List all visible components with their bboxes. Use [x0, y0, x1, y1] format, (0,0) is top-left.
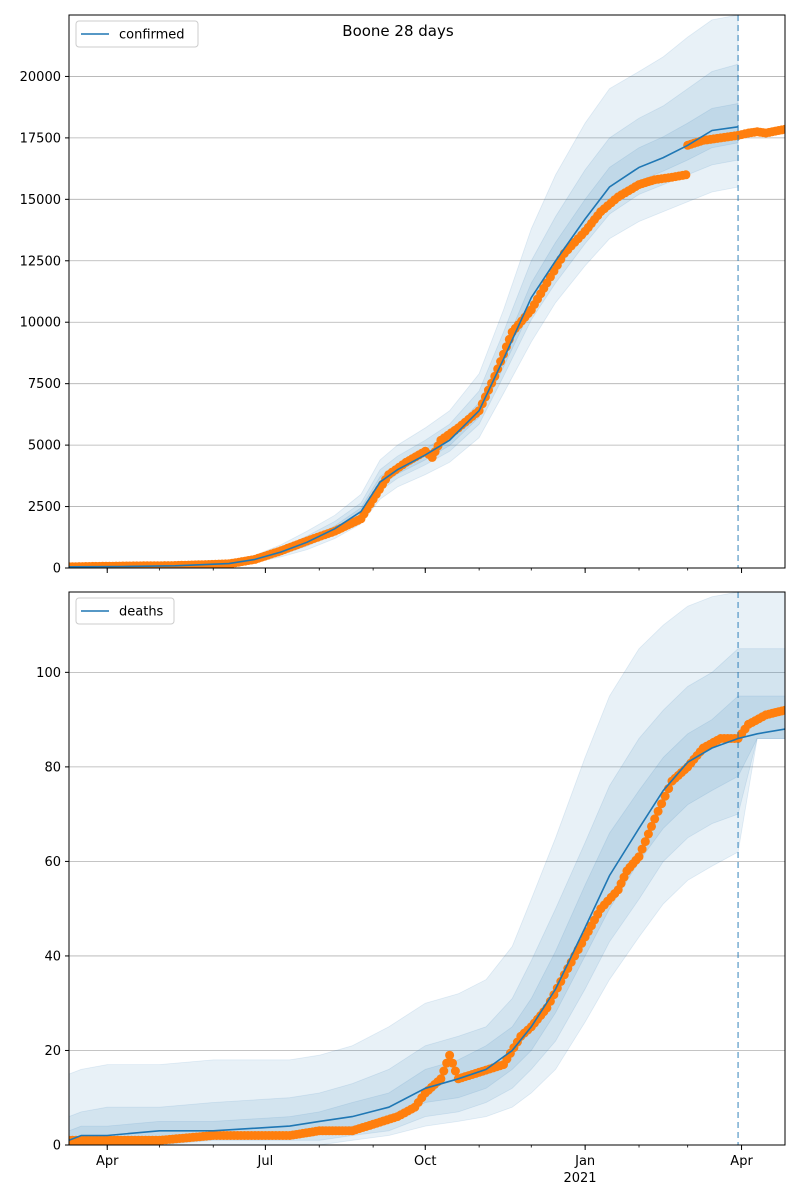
- observed-point: [681, 170, 691, 180]
- observed-point: [439, 1066, 449, 1076]
- x-year-label: 2021: [563, 1171, 596, 1186]
- legend-label: deaths: [119, 605, 164, 620]
- axes-frame: [68, 591, 786, 1146]
- x-tick-label: Apr: [96, 1154, 119, 1169]
- y-tick-label: 5000: [28, 439, 61, 454]
- observed-point: [650, 814, 660, 824]
- observed-series: [69, 705, 785, 1145]
- legend-box: [75, 20, 199, 48]
- observed-point: [450, 1066, 460, 1076]
- observed-point: [643, 829, 653, 839]
- y-tick-label: 20000: [20, 70, 61, 85]
- observed-point: [780, 705, 785, 715]
- x-tick-label: Apr: [730, 1154, 753, 1169]
- uncertainty-band: [69, 103, 739, 568]
- observed-point: [657, 799, 667, 809]
- y-tick-label: 17500: [20, 131, 61, 146]
- y-tick-label: 2500: [28, 500, 61, 515]
- uncertainty-bands: [69, 592, 785, 1145]
- x-tick-label: Jul: [257, 1154, 274, 1169]
- legend-box: [75, 597, 175, 625]
- axes-frame: [68, 14, 786, 569]
- observed-point: [647, 821, 656, 831]
- y-tick-label: 60: [44, 855, 61, 870]
- model-line: [69, 126, 739, 568]
- observed-point: [637, 844, 647, 854]
- legend: confirmed: [75, 20, 199, 48]
- observed-point: [499, 349, 508, 359]
- observed-point: [660, 791, 670, 801]
- y-tick-label: 12500: [20, 254, 61, 269]
- y-tick-label: 20: [44, 1044, 61, 1059]
- uncertainty-band: [69, 15, 739, 568]
- legend-label: confirmed: [119, 28, 185, 43]
- observed-point: [545, 996, 555, 1006]
- y-tick-label: 10000: [20, 316, 61, 331]
- uncertainty-band: [69, 592, 785, 1145]
- observed-point: [436, 1074, 446, 1084]
- observed-point: [653, 806, 663, 816]
- observed-point: [445, 1050, 455, 1060]
- y-tick-label: 0: [53, 1139, 61, 1154]
- legend: deaths: [75, 597, 175, 625]
- y-tick-label: 15000: [20, 193, 61, 208]
- uncertainty-band: [69, 63, 739, 568]
- observed-point: [640, 837, 650, 847]
- x-tick-label: Oct: [414, 1154, 436, 1169]
- y-tick-label: 0: [53, 562, 61, 577]
- deaths-chart: 0 20 40 60 80 100 Apr Jul Oct Jan Apr deaths: [36, 591, 786, 1169]
- y-tick-label: 7500: [28, 377, 61, 392]
- confirmed-chart: 0 2500 5000 7500 10000 12500 15000 17500 20000 co…: [20, 14, 786, 577]
- x-tick-label: Jan: [574, 1154, 595, 1169]
- observed-point: [780, 124, 785, 134]
- y-tick-label: 40: [44, 949, 61, 964]
- observed-point: [634, 852, 644, 862]
- uncertainty-bands: [69, 15, 739, 568]
- observed-series: [69, 124, 785, 568]
- uncertainty-band: [69, 648, 785, 1145]
- figure-title: Boone 28 days: [342, 22, 454, 40]
- y-tick-label: 100: [36, 666, 61, 681]
- y-tick-label: 80: [44, 760, 61, 775]
- observed-point: [448, 1058, 457, 1068]
- model-line: [69, 728, 785, 1142]
